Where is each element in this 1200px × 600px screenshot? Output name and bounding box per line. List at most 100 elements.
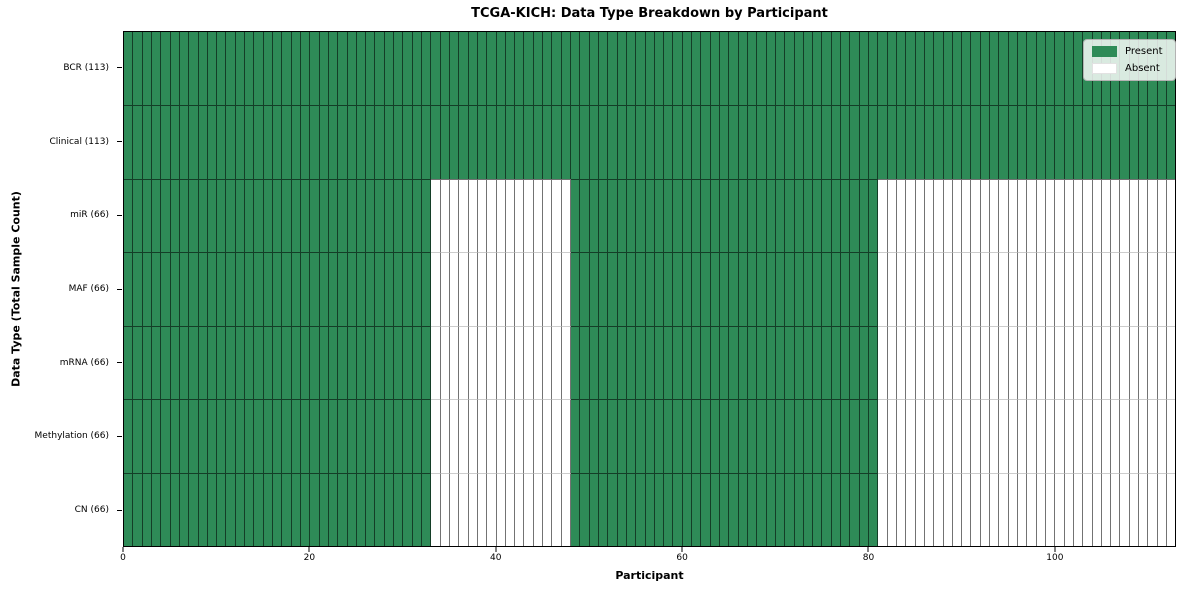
heatmap-cell [1157, 252, 1167, 326]
heatmap-cell [645, 252, 655, 326]
heatmap-cell [710, 325, 720, 400]
heatmap-cell [487, 399, 497, 473]
heatmap-cell [552, 325, 562, 400]
heatmap-cell [235, 178, 246, 253]
heatmap-cell [757, 399, 767, 473]
heatmap-cell [915, 325, 925, 400]
heatmap-cell [1036, 32, 1046, 106]
heatmap-cell [896, 178, 907, 253]
heatmap-cell [515, 32, 525, 106]
heatmap-cell [952, 178, 963, 253]
heatmap-cell [943, 399, 953, 473]
heatmap-cell [543, 178, 553, 253]
heatmap-cell [682, 399, 693, 473]
heatmap-cell [552, 399, 562, 473]
heatmap-cell [636, 325, 646, 400]
heatmap-cell [403, 252, 413, 326]
x-tick-label: 40 [490, 553, 502, 563]
heatmap-cell [608, 178, 618, 253]
heatmap-cell [952, 472, 963, 546]
heatmap-cell [356, 252, 367, 326]
heatmap-cell [571, 32, 581, 106]
heatmap-cell [766, 178, 776, 253]
heatmap-cell [924, 105, 935, 179]
heatmap-cell [934, 325, 944, 400]
heatmap-cell [179, 399, 190, 473]
heatmap-cell [226, 105, 236, 179]
heatmap-cell [794, 252, 804, 326]
heatmap-cell [654, 399, 665, 473]
heatmap-cell [906, 252, 916, 326]
heatmap-cell [412, 399, 422, 473]
heatmap-cell [626, 325, 637, 400]
heatmap-cell [459, 472, 469, 546]
heatmap-cell [524, 178, 534, 253]
heatmap-cell [328, 325, 339, 400]
x-tick-mark [681, 547, 683, 552]
heatmap-cell [962, 105, 972, 179]
heatmap-cell [422, 252, 432, 326]
heatmap-cell [654, 105, 665, 179]
heatmap-cell [449, 32, 460, 106]
x-tick-label: 80 [862, 553, 875, 563]
heatmap-cell [1008, 252, 1018, 326]
heatmap-cell [906, 178, 916, 253]
heatmap-cell [561, 325, 571, 400]
heatmap-cell [598, 252, 609, 326]
heatmap-cell [692, 325, 702, 400]
heatmap-cell [543, 325, 553, 400]
heatmap-cell [226, 178, 236, 253]
heatmap-cell [645, 105, 655, 179]
heatmap-cell [468, 32, 478, 106]
heatmap-cell [673, 252, 683, 326]
heatmap-row [124, 399, 1176, 473]
heatmap-cell [971, 325, 981, 400]
heatmap-cell [813, 472, 823, 546]
heatmap-cell [859, 105, 869, 179]
heatmap-cell [720, 105, 730, 179]
heatmap-cell [440, 105, 450, 179]
heatmap-cell [142, 472, 152, 546]
heatmap-cell [394, 252, 404, 326]
heatmap-cell [170, 178, 180, 253]
heatmap-cell [617, 399, 627, 473]
heatmap-cell [887, 252, 897, 326]
heatmap-cell [161, 325, 171, 400]
heatmap-cell [431, 472, 441, 546]
heatmap-cell [226, 252, 236, 326]
heatmap-cell [217, 105, 227, 179]
heatmap-cell [235, 252, 246, 326]
heatmap-cell [878, 178, 888, 253]
heatmap-cell [636, 178, 646, 253]
heatmap-cell [459, 325, 469, 400]
heatmap-cell [571, 105, 581, 179]
heatmap-cell [124, 252, 134, 326]
heatmap-cell [589, 472, 599, 546]
heatmap-cell [273, 472, 283, 546]
heatmap-cell [710, 399, 720, 473]
heatmap-cell [1092, 105, 1102, 179]
heatmap-cell [766, 325, 776, 400]
heatmap-cell [561, 252, 571, 326]
heatmap-cell [822, 472, 832, 546]
heatmap-cell [1167, 252, 1176, 326]
heatmap-cell [571, 252, 581, 326]
heatmap-cell [831, 252, 842, 326]
heatmap-cell [841, 32, 851, 106]
x-axis-tick-area: 0 20 40 60 80 100 [120, 547, 1176, 567]
heatmap-cell [254, 472, 264, 546]
heatmap-cell [161, 32, 171, 106]
heatmap-cell [515, 472, 525, 546]
heatmap-cell [133, 325, 143, 400]
heatmap-cell [924, 178, 935, 253]
heatmap-cell [384, 472, 395, 546]
heatmap-cell [487, 472, 497, 546]
heatmap-cell [561, 32, 571, 106]
heatmap-cell [701, 472, 711, 546]
heatmap-cell [1008, 399, 1018, 473]
heatmap-cell [1120, 325, 1130, 400]
heatmap-cell [813, 178, 823, 253]
heatmap-cell [859, 325, 869, 400]
heatmap-cell [841, 178, 851, 253]
heatmap-cell [626, 399, 637, 473]
